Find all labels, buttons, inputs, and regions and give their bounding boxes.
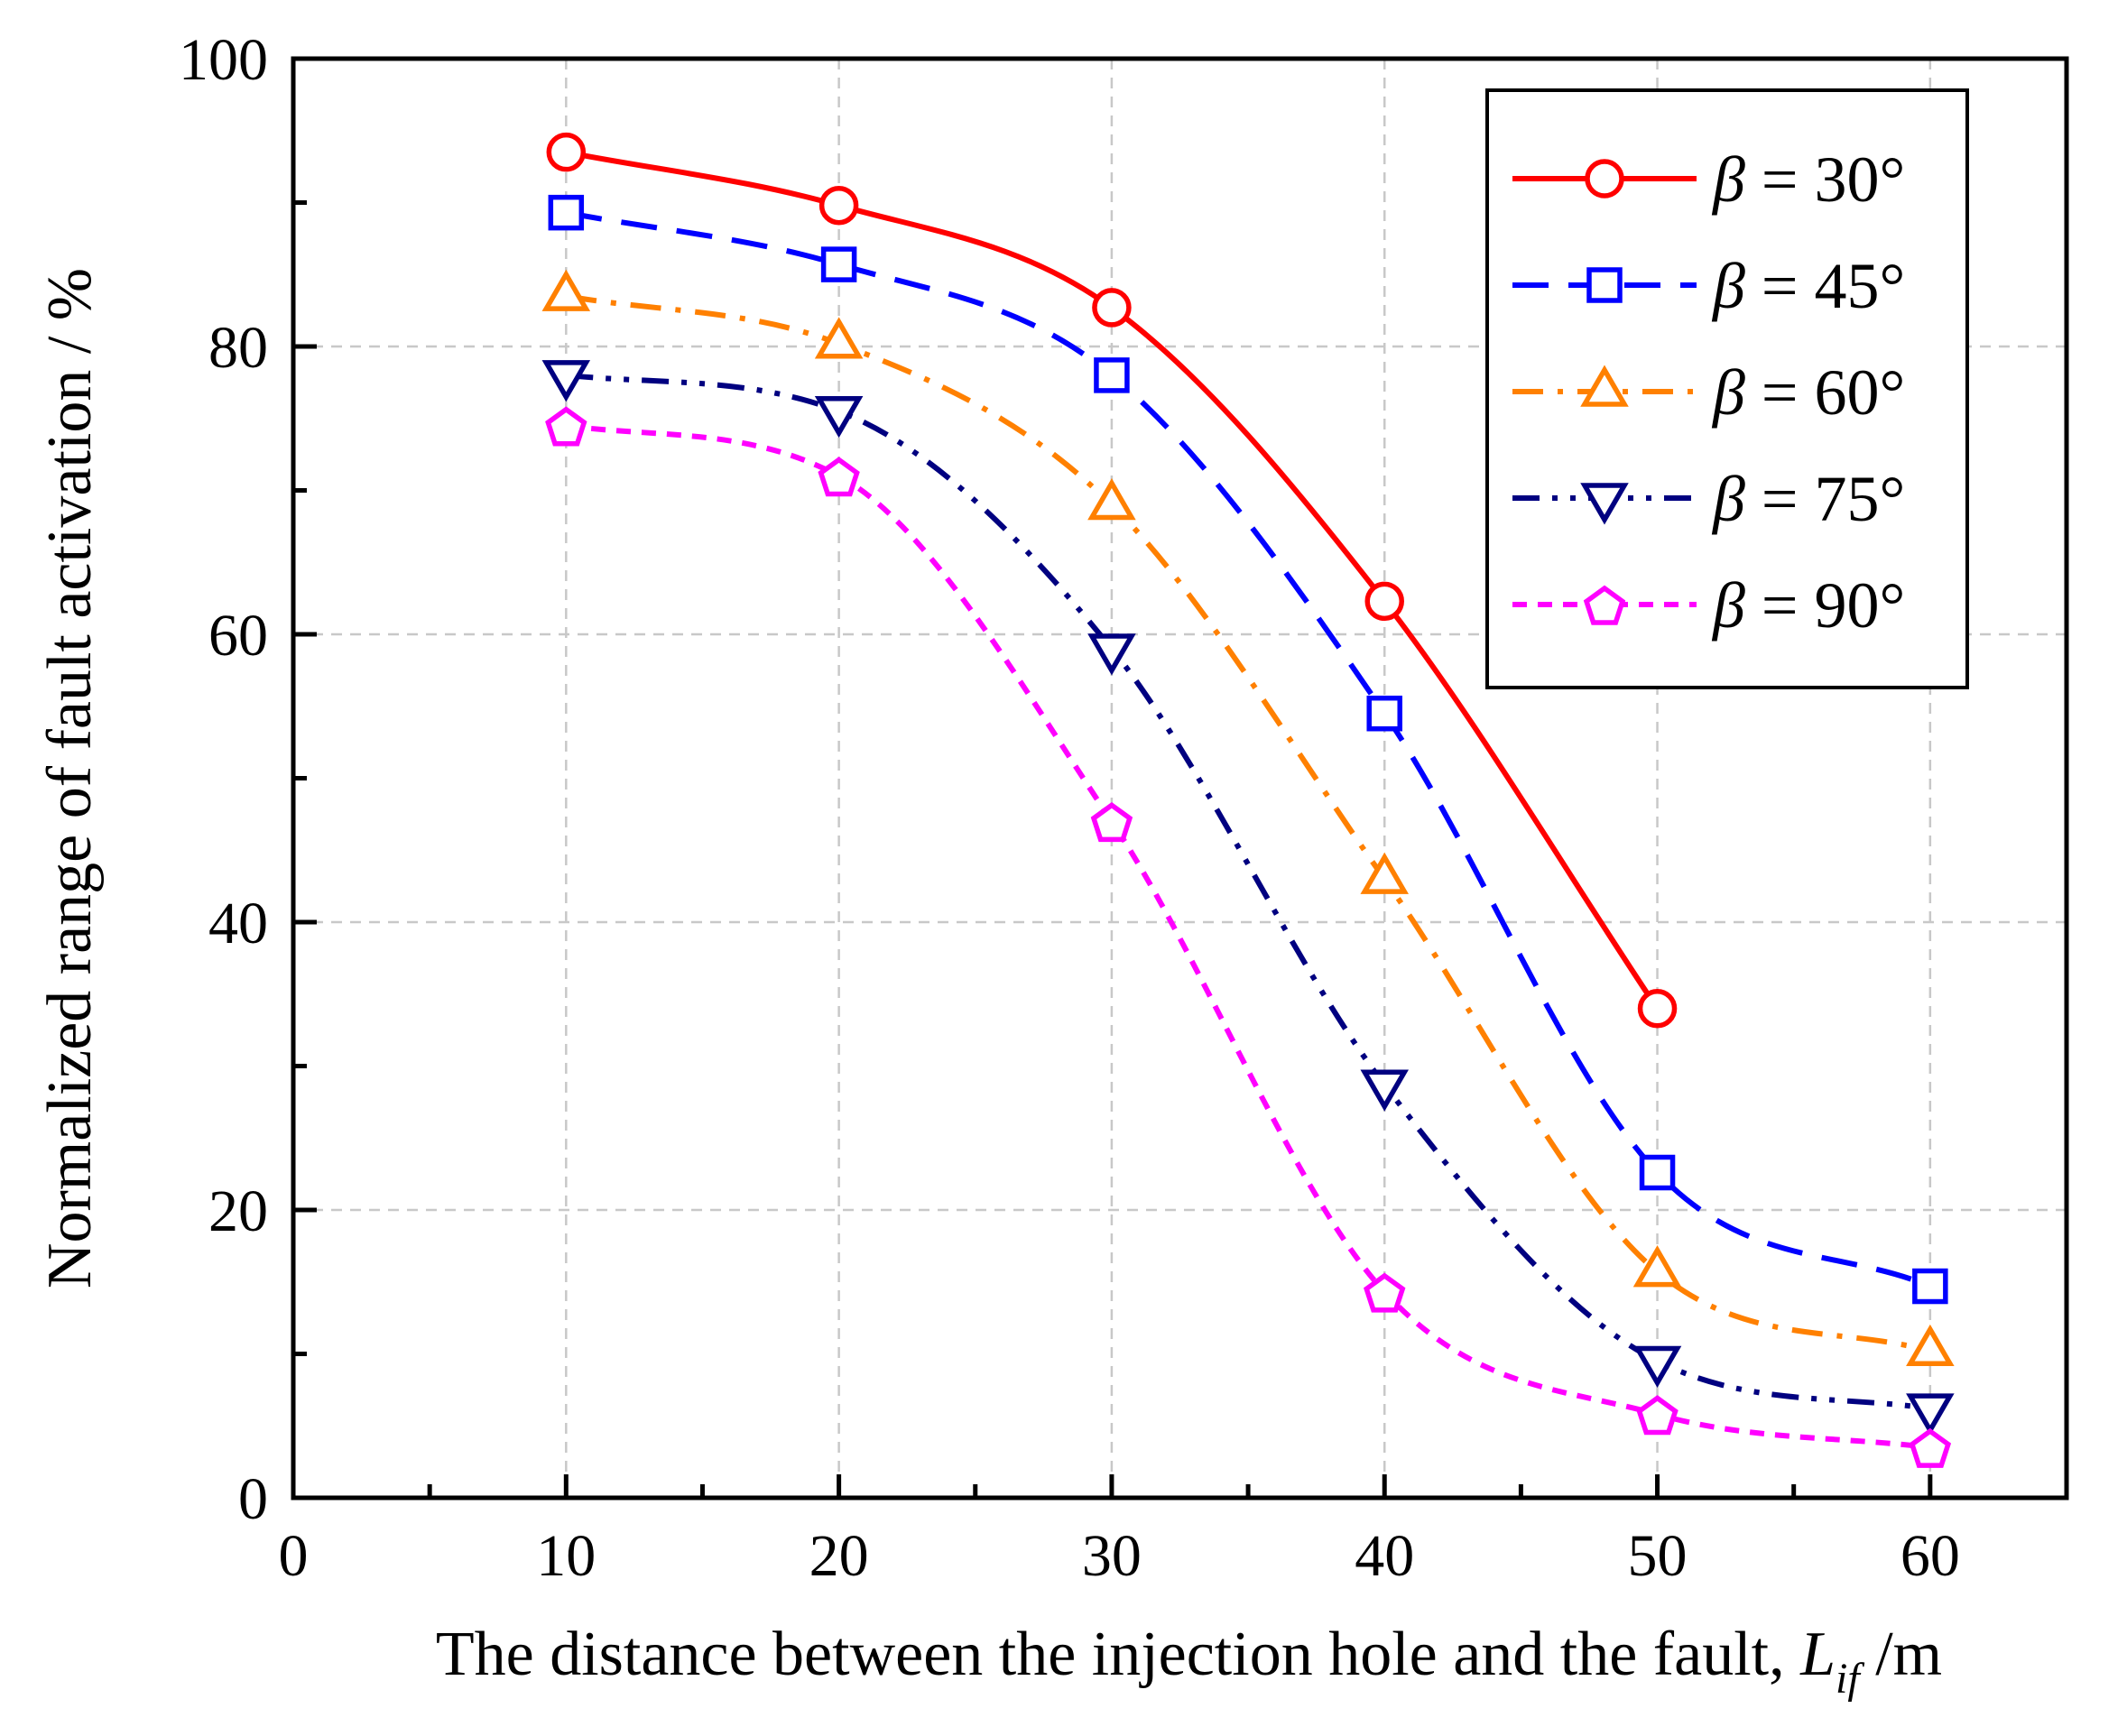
data-point-2 [541, 269, 591, 311]
legend-symbol: β [1711, 463, 1745, 535]
legend-symbol: β [1711, 356, 1745, 429]
legend-marker-1 [1586, 267, 1623, 303]
data-point-3 [1087, 633, 1136, 676]
data-point-1 [1912, 1268, 1948, 1305]
legend-marker-4 [1583, 585, 1626, 625]
legend-label-4: β = 90° [1711, 569, 1905, 642]
data-point-4 [1364, 1272, 1406, 1313]
data-point-3 [814, 396, 864, 439]
data-point-0 [818, 185, 859, 226]
x-axis-title-unit: /m [1860, 1620, 1942, 1689]
legend-value: = 60° [1745, 356, 1905, 429]
data-point-3 [1632, 1345, 1682, 1388]
y-tick-label: 60 [208, 603, 268, 669]
data-point-1 [1366, 695, 1402, 732]
series-markers [541, 132, 1955, 1468]
y-tick-label: 100 [179, 27, 268, 93]
y-tick-label: 40 [208, 891, 268, 956]
data-point-1 [548, 194, 585, 231]
data-point-2 [1360, 852, 1410, 894]
data-point-0 [1092, 288, 1132, 328]
legend-value: = 90° [1745, 569, 1905, 642]
data-point-0 [1637, 988, 1678, 1029]
data-point-3 [1906, 1393, 1955, 1436]
data-point-1 [820, 246, 857, 282]
data-point-4 [818, 457, 860, 497]
axis-ticks [293, 200, 1933, 1498]
x-tick-label: 60 [1900, 1523, 1960, 1589]
legend-value: = 45° [1745, 250, 1905, 322]
data-point-4 [545, 406, 587, 447]
legend-box [1485, 88, 1969, 689]
data-point-3 [541, 360, 591, 402]
x-tick-label: 10 [536, 1523, 596, 1589]
series-line-0 [565, 149, 1660, 1011]
legend-value: = 75° [1745, 463, 1905, 535]
data-point-2 [1906, 1324, 1955, 1367]
legend-symbol: β [1711, 250, 1745, 322]
x-axis-title: The distance between the injection hole … [436, 1620, 1942, 1703]
legend-label-0: β = 30° [1711, 143, 1905, 216]
x-tick-label: 50 [1628, 1523, 1688, 1589]
x-tick-label: 30 [1082, 1523, 1142, 1589]
data-point-1 [1639, 1154, 1676, 1191]
y-tick-label: 80 [208, 315, 268, 381]
x-tick-label: 40 [1355, 1523, 1414, 1589]
legend-marker-2 [1580, 365, 1629, 407]
data-point-4 [1636, 1395, 1678, 1436]
data-point-0 [546, 132, 587, 172]
legend-label-1: β = 45° [1711, 250, 1905, 322]
legend-value: = 30° [1745, 143, 1905, 216]
x-axis-title-symbol: L [1799, 1620, 1836, 1689]
data-point-2 [1087, 477, 1136, 521]
y-tick-label: 0 [238, 1466, 268, 1532]
data-point-2 [1632, 1245, 1682, 1288]
data-point-1 [1094, 357, 1130, 393]
data-point-4 [1090, 801, 1133, 843]
legend-marker-0 [1585, 159, 1624, 199]
x-tick-label: 20 [809, 1523, 869, 1589]
legend-symbol: β [1711, 569, 1745, 642]
legend: β = 30°β = 45°β = 60°β = 75°β = 90° [1485, 88, 1969, 689]
x-axis-title-text: The distance between the injection hole … [436, 1620, 1800, 1689]
y-axis-title: Normalized range of fault activation / % [35, 268, 105, 1288]
axis-tick-labels: 0 10 20 30 40 50 60 0 20 40 60 80 100 [179, 27, 1960, 1589]
legend-label-3: β = 75° [1711, 463, 1905, 535]
legend-symbol: β [1711, 143, 1745, 216]
data-point-3 [1360, 1069, 1410, 1112]
legend-label-2: β = 60° [1711, 356, 1905, 429]
data-point-0 [1364, 581, 1404, 622]
y-tick-label: 20 [208, 1178, 268, 1244]
x-tick-label: 0 [279, 1523, 309, 1589]
data-point-2 [814, 317, 864, 359]
data-point-4 [1909, 1427, 1952, 1468]
legend-marker-3 [1580, 483, 1629, 525]
series-line-1 [565, 209, 1932, 1289]
